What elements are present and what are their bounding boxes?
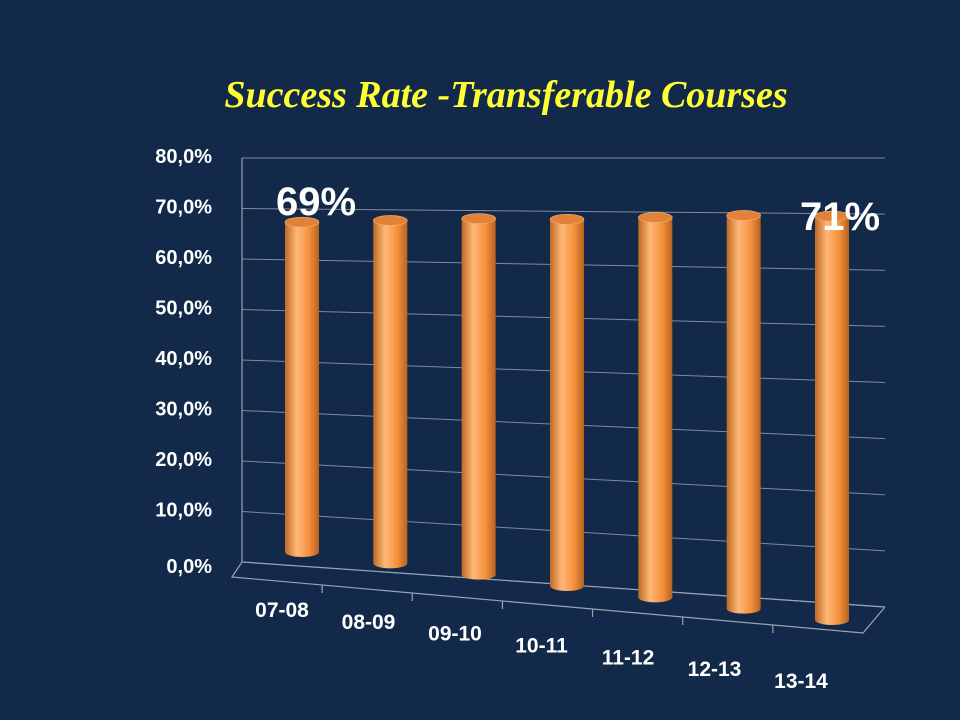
value-callout: 69% xyxy=(276,180,356,224)
y-tick-label: 80,0% xyxy=(155,146,212,168)
bar-top xyxy=(726,210,761,221)
bar-top xyxy=(549,214,585,225)
y-tick-label: 70,0% xyxy=(155,197,212,219)
bar-body xyxy=(461,218,496,580)
chart-title: Success Rate -Transferable Courses xyxy=(224,74,787,116)
x-tick-label: 10-11 xyxy=(515,635,568,658)
bar-10-11 xyxy=(549,214,585,591)
value-callout: 71% xyxy=(800,195,880,239)
bar-body xyxy=(550,219,584,591)
y-tick-label: 40,0% xyxy=(155,348,212,370)
y-tick-label: 10,0% xyxy=(155,500,212,522)
x-axis-labels: 07-08 08-09 09-10 10-11 11-12 12-13 13-14 xyxy=(255,585,828,693)
callouts: 69% 71% xyxy=(276,180,880,239)
bar-body xyxy=(285,222,319,557)
bar-top xyxy=(284,216,320,228)
x-tick-label: 09-10 xyxy=(428,623,482,646)
bar-top xyxy=(373,215,408,226)
bar-body xyxy=(373,220,408,569)
y-tick-label: 0,0% xyxy=(166,556,212,578)
bar-body xyxy=(726,215,761,614)
x-tick-label: 08-09 xyxy=(342,611,396,634)
bar-top xyxy=(638,212,673,223)
gridline xyxy=(241,208,886,215)
x-tick-label: 11-12 xyxy=(602,646,655,669)
x-tick-label: 13-14 xyxy=(774,670,828,693)
bar-13-14 xyxy=(814,210,850,625)
y-tick-label: 50,0% xyxy=(155,298,212,320)
bar-12-13 xyxy=(726,210,761,614)
bar-09-10 xyxy=(461,213,496,580)
y-axis-ticks: 0,0% 10,0% 20,0% 30,0% 40,0% 50,0% 60,0% 70,0% 8… xyxy=(155,146,212,578)
y-tick-label: 20,0% xyxy=(155,449,212,471)
bar-08-09 xyxy=(373,215,408,569)
floor-front-edge xyxy=(230,561,886,634)
x-tick-label: 07-08 xyxy=(255,599,309,622)
bar-body xyxy=(638,217,673,603)
y-tick-label: 60,0% xyxy=(155,247,212,269)
x-tick-label: 12-13 xyxy=(688,658,742,681)
bar-top xyxy=(814,210,850,222)
bar-body xyxy=(815,216,849,625)
bars xyxy=(284,210,850,625)
bar-top xyxy=(461,213,496,224)
bar-07-08 xyxy=(284,216,320,557)
y-tick-label: 30,0% xyxy=(155,399,212,421)
bar-11-12 xyxy=(638,212,673,603)
